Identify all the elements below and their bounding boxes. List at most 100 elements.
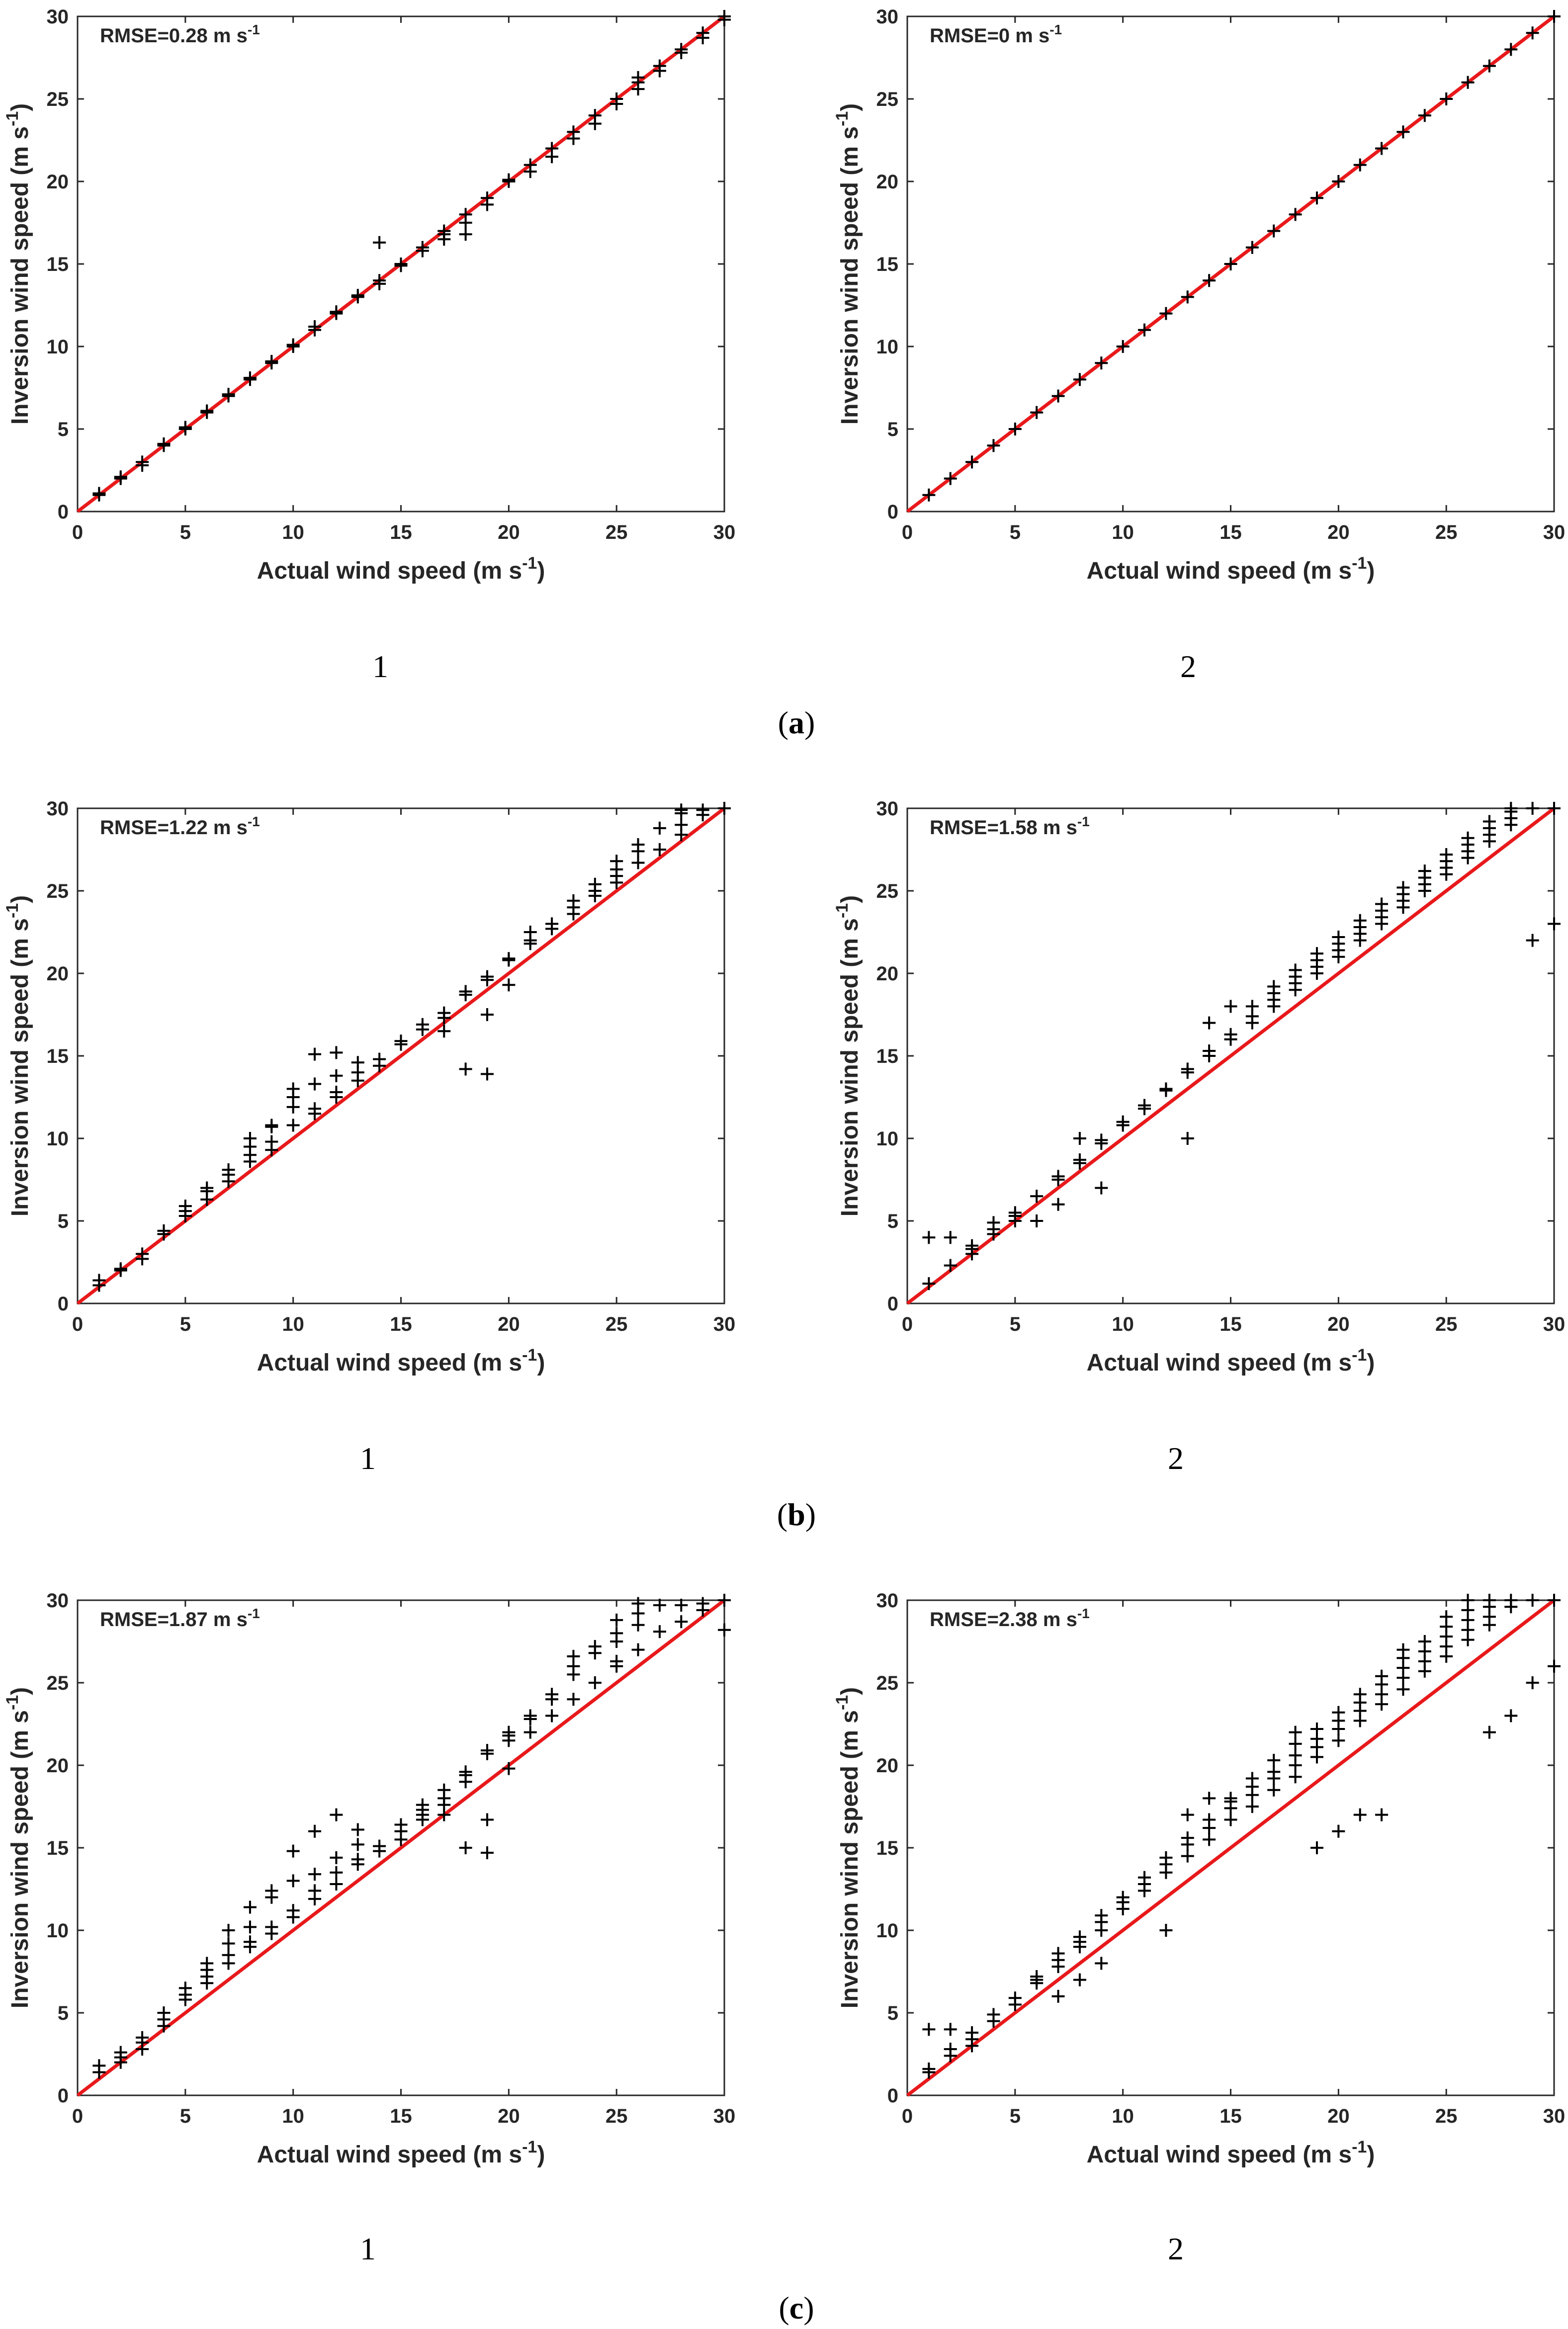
chart-c1-point bbox=[308, 1868, 322, 1881]
chart-c2-point bbox=[1159, 1851, 1173, 1864]
chart-c1-point bbox=[631, 1643, 645, 1656]
chart-a2-point bbox=[1482, 59, 1496, 73]
chart-a2-point bbox=[1418, 109, 1431, 122]
chart-b1-point bbox=[675, 803, 688, 817]
chart-b1-point bbox=[459, 1062, 472, 1076]
chart-b1-rmse-label: RMSE=1.22 m s-1 bbox=[100, 814, 260, 839]
chart-a1-y-tick-label: 5 bbox=[58, 419, 69, 440]
chart-b2-point bbox=[922, 1277, 936, 1291]
chart-a1-x-tick-label: 30 bbox=[713, 521, 736, 543]
chart-c2-point bbox=[1396, 1683, 1410, 1696]
chart-b1-point bbox=[502, 978, 516, 992]
chart-c2-x-tick-label: 0 bbox=[902, 2105, 913, 2127]
chart-c1-point bbox=[286, 1874, 300, 1888]
chart-c2-point bbox=[1548, 1659, 1561, 1673]
chart-c1-reference-line bbox=[76, 1599, 726, 2097]
group-label-c: (c) bbox=[779, 2290, 814, 2326]
chart-c1-point bbox=[416, 1798, 429, 1811]
chart-b1-point bbox=[502, 952, 516, 965]
chart-a2-x-tick-label: 10 bbox=[1112, 521, 1134, 543]
chart-a1-point bbox=[567, 132, 580, 145]
chart-c2-point bbox=[1526, 1594, 1539, 1607]
chart-a1-point bbox=[394, 259, 408, 272]
chart-c2-x-tick-label: 15 bbox=[1220, 2105, 1242, 2127]
chart-b2-x-tick-label: 0 bbox=[902, 1313, 913, 1335]
chart-c1-point bbox=[610, 1613, 623, 1627]
chart-a1-point bbox=[286, 338, 300, 351]
chart-c2-point bbox=[1267, 1783, 1281, 1797]
chart-b1-point bbox=[286, 1082, 300, 1096]
chart-c1-point bbox=[480, 1744, 494, 1757]
chart-a2-point bbox=[1289, 208, 1302, 221]
chart-b2-x-tick-label: 20 bbox=[1327, 1313, 1350, 1335]
chart-a1-x-tick-label: 10 bbox=[282, 521, 304, 543]
chart-a2-point bbox=[965, 455, 979, 469]
chart-b1-point bbox=[459, 985, 472, 998]
chart-c2-point bbox=[1008, 1991, 1022, 2005]
chart-c1-point bbox=[588, 1676, 602, 1689]
chart-c2-y-tick-label: 20 bbox=[876, 1755, 899, 1777]
chart-a2-point bbox=[1008, 423, 1022, 435]
chart-c2-point bbox=[1418, 1635, 1431, 1648]
chart-c2-point bbox=[1332, 1824, 1345, 1838]
chart-b2-point bbox=[1440, 848, 1453, 861]
chart-a2-point bbox=[1267, 224, 1281, 238]
chart-c1-point bbox=[696, 1597, 709, 1610]
chart-a2-point bbox=[1353, 158, 1367, 172]
chart-c2-point bbox=[1289, 1770, 1302, 1784]
chart-c2-point bbox=[1375, 1669, 1389, 1683]
chart-a1-xlabel: Actual wind speed (m s-1) bbox=[257, 554, 545, 584]
chart-b1-point bbox=[437, 1025, 451, 1038]
chart-c1-point bbox=[308, 1884, 322, 1898]
chart-b1-point bbox=[92, 1274, 106, 1287]
chart-b2-point bbox=[944, 1259, 957, 1272]
chart-c2-point bbox=[1116, 1891, 1130, 1904]
chart-a2-x-tick-label: 25 bbox=[1435, 521, 1458, 543]
chart-b1-point bbox=[653, 843, 666, 856]
chart-a1-y-tick-label: 10 bbox=[47, 336, 69, 358]
chart-c2-point bbox=[1482, 1725, 1496, 1739]
chart-a1-y-tick-label: 25 bbox=[47, 88, 69, 110]
chart-a1-point bbox=[653, 64, 666, 78]
chart-b1-y-tick-label: 30 bbox=[47, 798, 69, 820]
chart-b1-point bbox=[330, 1069, 343, 1082]
chart-b1-point bbox=[178, 1200, 192, 1213]
chart-c2-point bbox=[1181, 1808, 1194, 1821]
chart-c1-y-tick-label: 25 bbox=[47, 1672, 69, 1694]
chart-c2-x-tick-label: 5 bbox=[1010, 2105, 1021, 2127]
chart-c2-point bbox=[922, 2023, 936, 2036]
chart-a2-x-tick-label: 5 bbox=[1010, 521, 1021, 543]
chart-c2-point bbox=[1267, 1765, 1281, 1779]
chart-c1-point bbox=[502, 1725, 516, 1739]
chart-c1-point bbox=[114, 2046, 127, 2059]
chart-b1-ylabel: Inversion wind speed (m s-1) bbox=[3, 895, 33, 1216]
chart-c1-point bbox=[480, 1813, 494, 1826]
chart-c2-reference-line bbox=[906, 1599, 1556, 2097]
chart-a1-sublabel: 1 bbox=[372, 649, 388, 684]
chart-a2-point bbox=[1310, 191, 1323, 205]
chart-b2-point bbox=[1224, 1000, 1237, 1013]
chart-b2-x-tick-label: 15 bbox=[1220, 1313, 1242, 1335]
chart-c2-y-tick-label: 5 bbox=[887, 2002, 898, 2024]
chart-b1-point bbox=[114, 1262, 127, 1276]
chart-b2-x-tick-label: 10 bbox=[1112, 1313, 1134, 1335]
chart-a2-y-tick-label: 30 bbox=[876, 6, 899, 28]
group-label-a: (a) bbox=[778, 705, 815, 740]
chart-c2-point bbox=[1289, 1725, 1302, 1739]
chart-b2-point bbox=[1181, 1062, 1194, 1076]
chart-c1-point bbox=[545, 1688, 559, 1701]
chart-a2-point bbox=[1138, 323, 1151, 337]
chart-b1-point bbox=[265, 1135, 278, 1148]
chart-c2-point bbox=[1203, 1792, 1216, 1805]
chart-a2-point bbox=[1159, 307, 1173, 320]
chart-b2-x-tick-label: 30 bbox=[1543, 1313, 1566, 1335]
chart-b2-point bbox=[1245, 1000, 1259, 1013]
chart-c2-point bbox=[1461, 1594, 1475, 1607]
chart-c2-point bbox=[1138, 1871, 1151, 1884]
chart-c1-point bbox=[136, 2031, 149, 2044]
chart-c2-point bbox=[965, 2026, 979, 2039]
chart-b1-y-tick-label: 25 bbox=[47, 880, 69, 902]
chart-b1-xlabel: Actual wind speed (m s-1) bbox=[257, 1346, 545, 1376]
chart-b2-point bbox=[1159, 1082, 1173, 1096]
chart-b2-x-tick-label: 5 bbox=[1010, 1313, 1021, 1335]
